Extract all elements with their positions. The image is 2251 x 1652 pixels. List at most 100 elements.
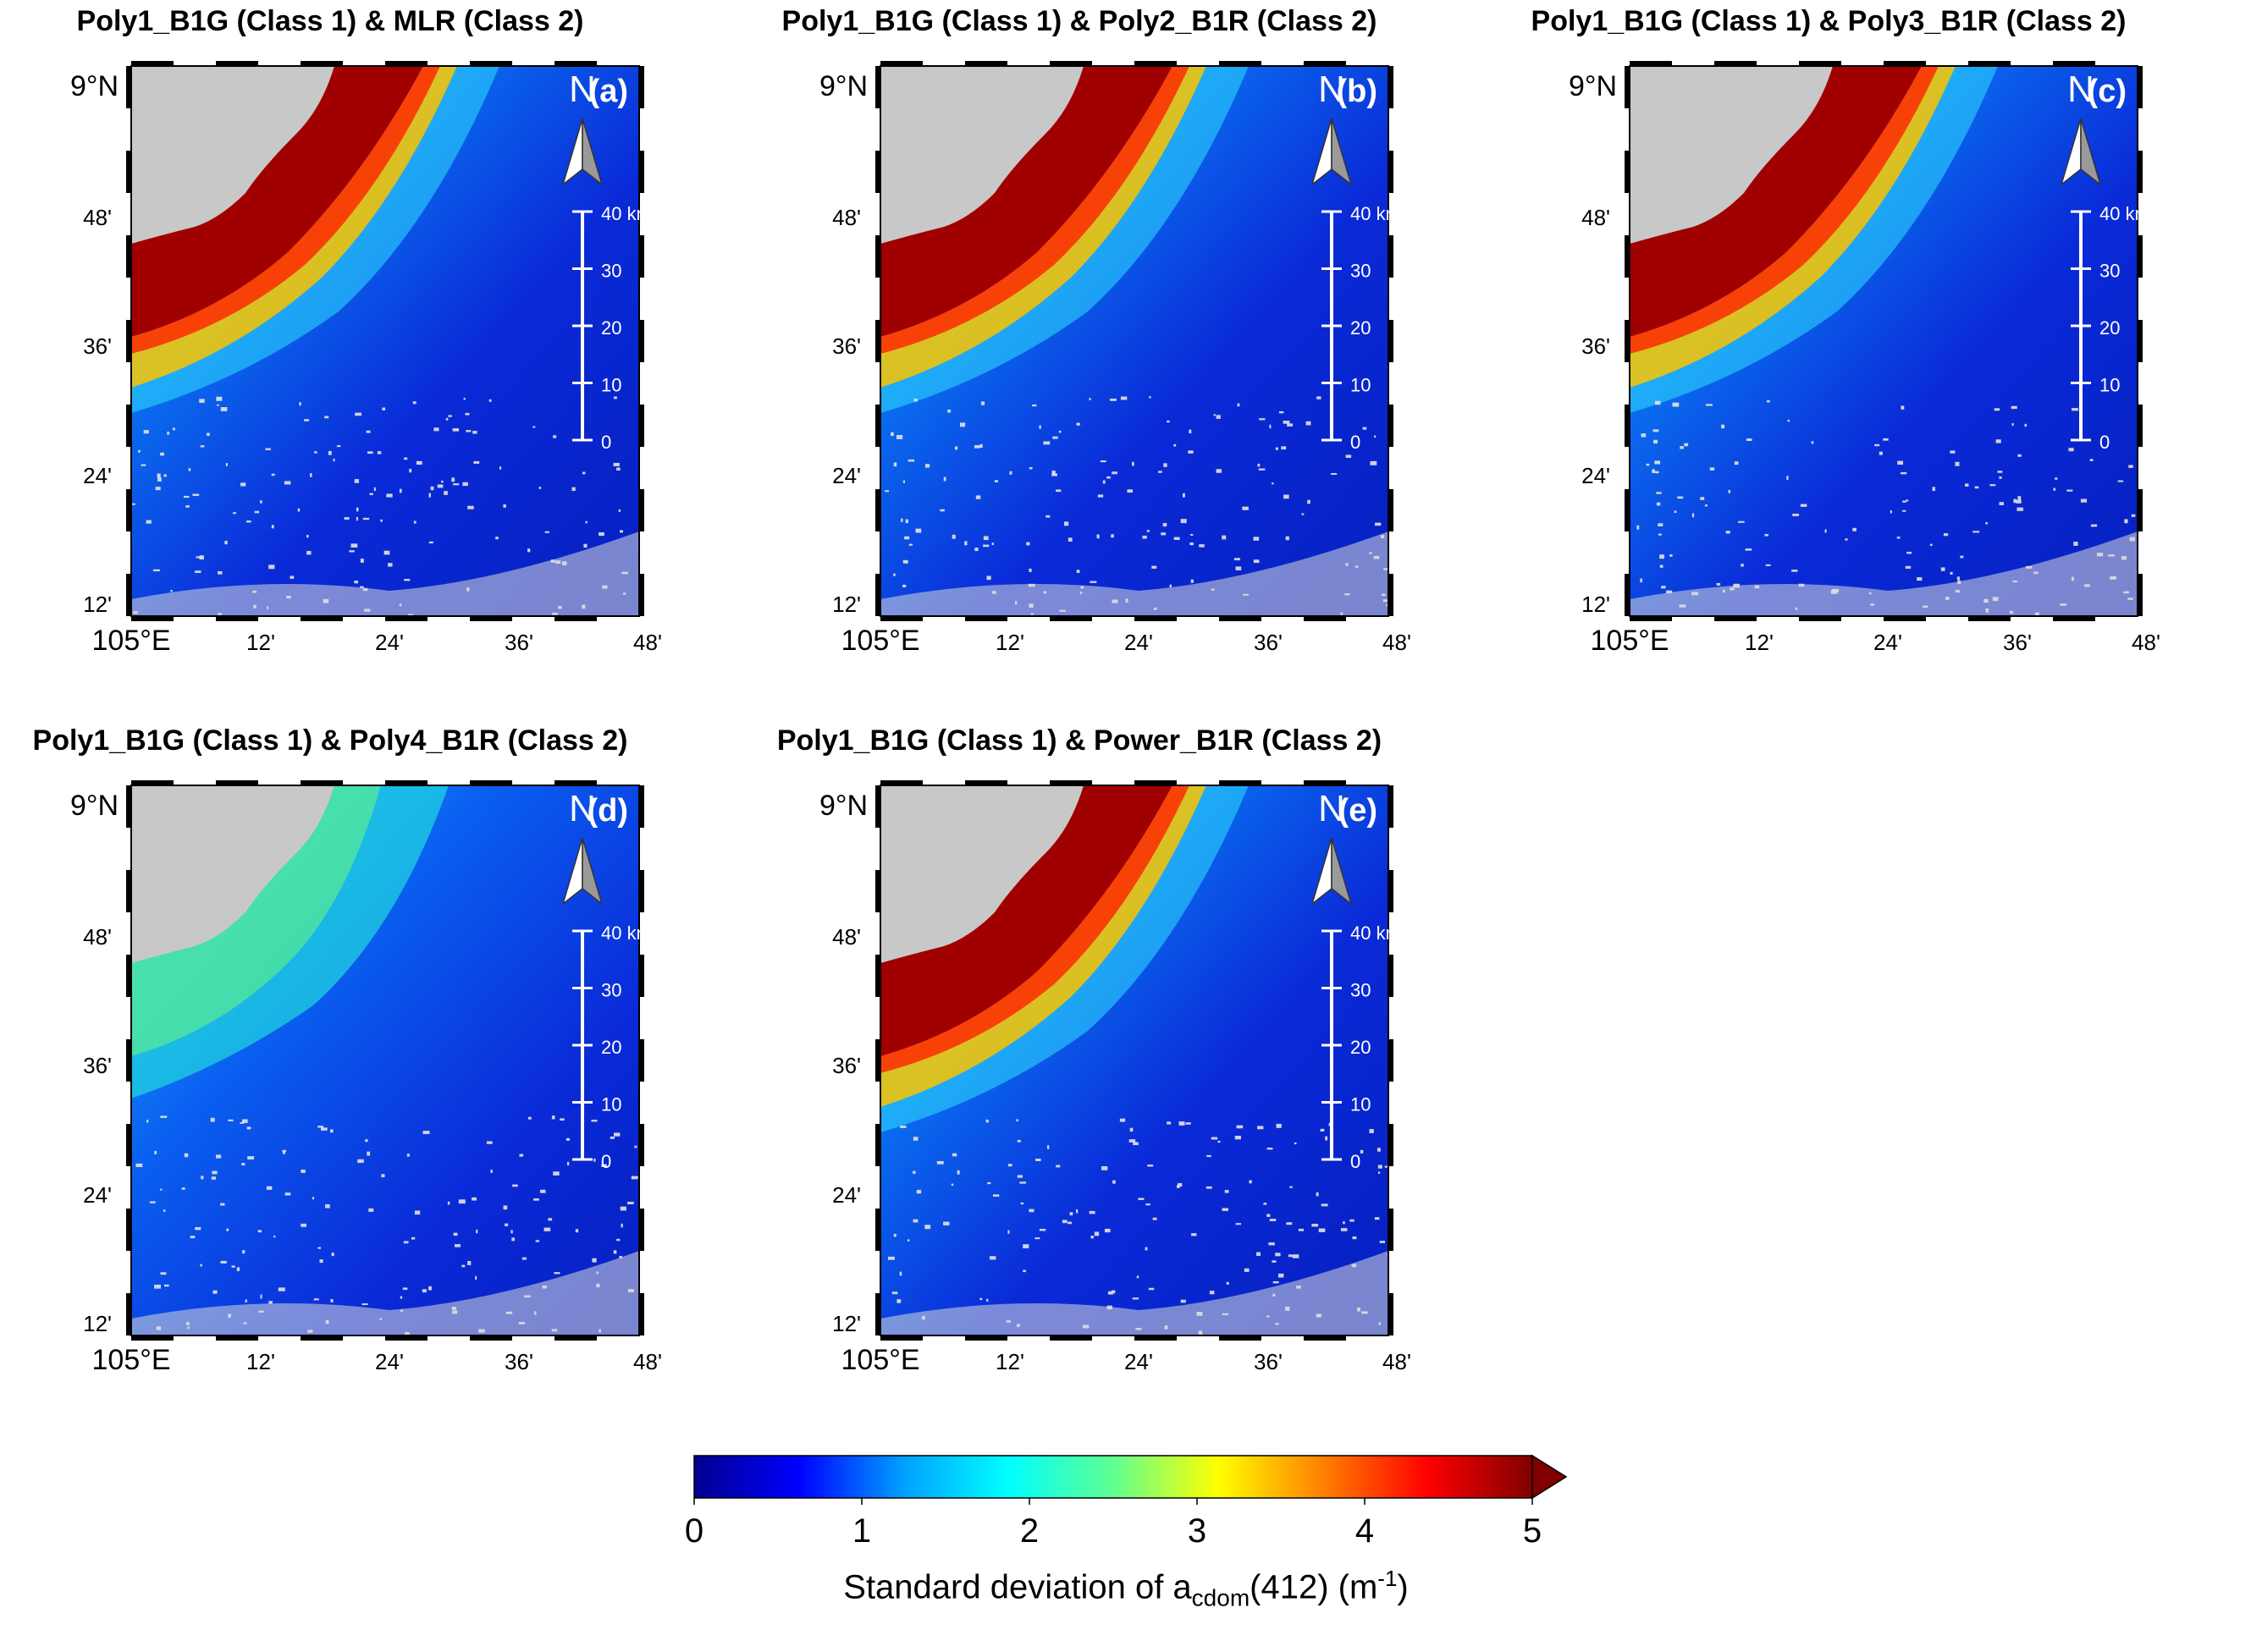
frame-tick [1134,616,1177,621]
cloud-speck [979,1297,983,1301]
lon-label: 48' [1382,630,1411,655]
cloud-speck [621,1223,623,1228]
frame-tick [1219,616,1261,621]
cloud-speck [170,590,173,592]
lon-label: 105°E [91,625,170,657]
scale-tick-label: 20 [1350,317,1371,339]
cloud-speck [1375,522,1382,526]
cloud-speck [566,1137,570,1141]
cloud-speck [1213,414,1217,416]
frame-tick [1134,1335,1177,1341]
cloud-speck [422,1131,430,1135]
cloud-speck [220,1260,227,1264]
cloud-speck [1997,471,2003,473]
map-panel-d: Poly1_B1G (Class 1) & Poly4_B1R (Class 2… [0,719,662,1413]
frame-tick [2053,616,2095,621]
cloud-speck [428,1286,432,1291]
cloud-speck [1023,1269,1026,1273]
frame-tick [1714,616,1757,621]
cloud-speck [891,432,894,437]
cloud-speck [268,1301,273,1304]
frame-tick [1134,780,1177,785]
map-panel-e: Poly1_B1G (Class 1) & Power_B1R (Class 2… [749,719,1411,1413]
cloud-speck [511,1237,516,1242]
lon-label: 48' [633,1349,662,1374]
land-mass [131,66,334,244]
frame-tick [875,405,880,447]
frame-tick [301,1335,343,1341]
cloud-speck [1026,542,1030,546]
cloud-speck [1106,476,1111,479]
cloud-speck [1178,1121,1185,1126]
cloud-speck [893,462,897,467]
cloud-speck [1190,579,1194,583]
cloud-speck [1305,421,1311,426]
cloud-speck [362,517,370,520]
cloud-speck [1974,486,1979,489]
cloud-speck [1791,570,1798,572]
lat-label: 36' [1581,333,1610,359]
cloud-speck [1158,471,1162,473]
cloud-speck [1056,489,1062,493]
cloud-speck [184,1153,189,1158]
lat-label: 24' [1581,463,1610,488]
cloud-speck [211,1176,217,1180]
cloud-speck [2124,519,2128,524]
cloud-speck [160,1188,163,1191]
cloud-speck [1090,581,1097,583]
cloud-speck [310,473,312,477]
cloud-speck [1370,460,1377,465]
cloud-speck [495,537,499,540]
frame-tick [2138,405,2143,447]
cloud-speck [1090,1236,1094,1239]
cloud-speck [1216,469,1222,473]
cloud-speck [897,1299,902,1303]
cloud-speck [1189,542,1194,546]
frame-tick [639,870,644,912]
cloud-speck [1661,586,1666,589]
cloud-speck [412,401,417,405]
cloud-speck [354,479,359,483]
cloud-speck [1318,1228,1326,1232]
cloud-speck [451,477,455,482]
cloud-speck [472,431,477,434]
cloud-speck [413,520,417,524]
cloud-speck [899,1271,902,1276]
cloud-speck [1161,532,1167,536]
frame-tick [639,1124,644,1166]
frame-tick [639,574,644,616]
lon-label: 36' [2003,630,2032,655]
frame-tick [875,955,880,997]
cloud-speck [1362,427,1367,430]
cloud-speck [1132,1297,1139,1300]
north-label: N [1318,788,1345,829]
cloud-speck [404,457,408,460]
lon-label: 105°E [841,625,919,657]
cloud-speck [2072,408,2078,411]
north-label: N [569,69,596,110]
frame-tick [1388,574,1393,616]
cloud-speck [314,451,317,454]
cloud-speck [1046,515,1051,518]
cloud-speck [613,1250,617,1254]
cloud-speck [1811,441,1814,444]
cloud-speck [185,505,190,508]
cloud-speck [1298,1228,1305,1231]
cloud-speck [190,1236,196,1239]
lon-label: 48' [2132,630,2160,655]
cloud-speck [1257,1126,1264,1130]
cloud-speck [155,487,161,491]
cloud-speck [1307,499,1310,504]
cloud-speck [1112,1180,1116,1184]
cloud-speck [467,1261,472,1265]
cloud-speck [1656,502,1661,506]
cloud-speck [1206,1154,1211,1158]
frame-tick [1388,870,1393,912]
cloud-speck [2016,499,2022,504]
frame-tick [554,1335,597,1341]
map-frame: 9°N 48' 36' 24' 12' 105°E 12' 24' 36' 48' N(a) 40 k… [70,61,662,657]
cloud-speck [1955,461,1960,466]
cloud-speck [1199,544,1205,548]
scale-unit-label: 40 km [601,203,652,224]
cloud-speck [1051,471,1056,475]
